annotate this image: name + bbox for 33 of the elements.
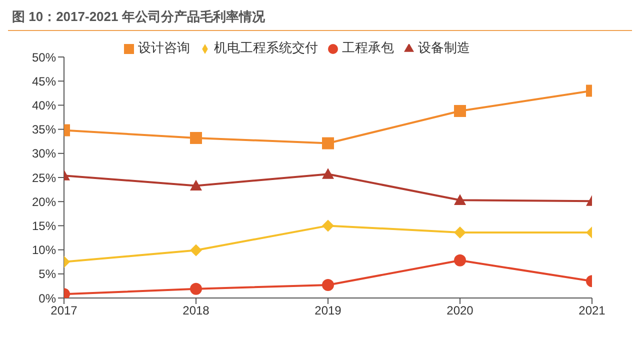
y-tick-label: 5%	[38, 267, 56, 282]
point	[454, 194, 466, 205]
x-tick-label: 2019	[314, 304, 342, 318]
x-tick-label: 2021	[578, 304, 606, 318]
point	[322, 137, 334, 150]
x-tick-label: 2017	[50, 304, 78, 318]
point	[322, 220, 334, 232]
point	[190, 282, 202, 295]
legend-label: 设备制造	[418, 40, 470, 55]
point	[454, 104, 466, 117]
chart-title: 图 10：2017-2021 年公司分产品毛利率情况	[8, 8, 632, 31]
point	[454, 254, 466, 266]
legend-label: 工程承包	[342, 40, 394, 55]
y-tick-label: 45%	[32, 74, 56, 88]
legend-label: 设计咨询	[138, 40, 190, 55]
y-tick-label: 0%	[38, 291, 56, 306]
y-tick-label: 40%	[32, 98, 56, 112]
y-tick-label: 25%	[32, 170, 56, 185]
legend-label: 机电工程系统交付	[214, 40, 318, 55]
y-tick-label: 10%	[32, 243, 56, 258]
point	[322, 168, 334, 179]
x-tick-label: 2020	[446, 304, 474, 318]
point	[454, 226, 466, 238]
x-tick-label: 2018	[182, 304, 210, 318]
y-tick-label: 30%	[32, 146, 56, 161]
y-tick-label: 15%	[32, 218, 56, 233]
point	[190, 132, 202, 144]
y-tick-label: 50%	[32, 50, 56, 64]
point	[190, 244, 202, 256]
y-tick-label: 20%	[32, 194, 56, 209]
point	[322, 278, 334, 291]
point	[190, 180, 202, 190]
y-tick-label: 35%	[32, 122, 56, 137]
